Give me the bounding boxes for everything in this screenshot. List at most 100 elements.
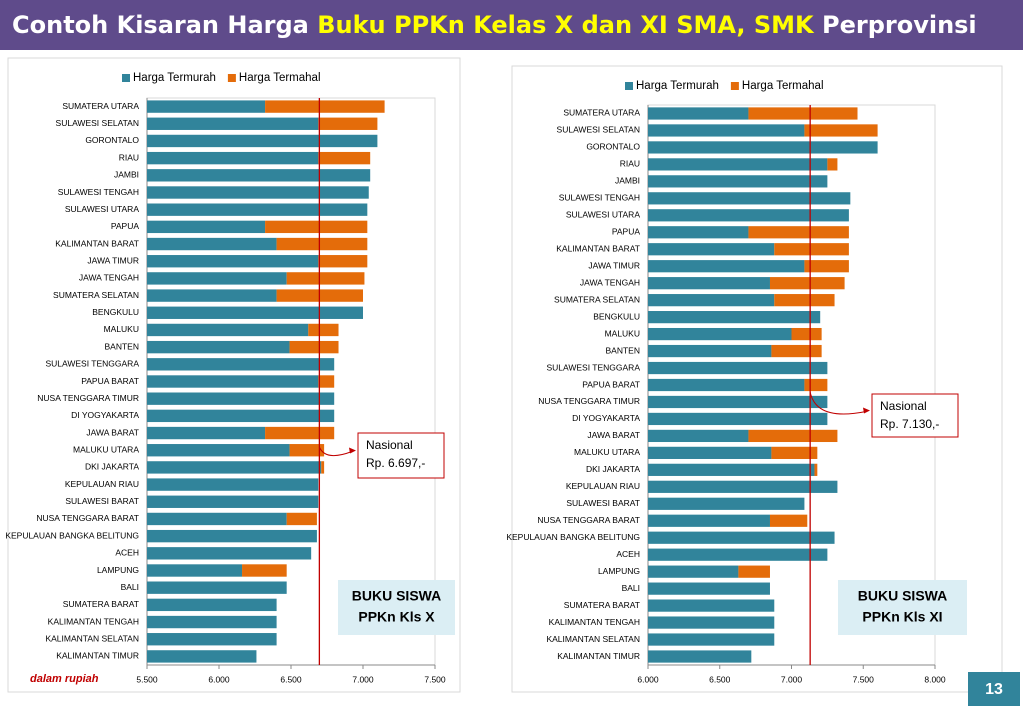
category-label: KALIMANTAN TIMUR (557, 651, 640, 661)
category-label: ACEH (115, 548, 139, 558)
category-label: MALUKU UTARA (574, 447, 640, 457)
category-label: BENGKULU (593, 311, 640, 321)
bar (286, 272, 365, 285)
bar (648, 311, 821, 324)
category-label: NUSA TENGGARA BARAT (537, 515, 640, 525)
category-label: MALUKU (104, 324, 139, 334)
category-label: DKI JAKARTA (586, 464, 640, 474)
bar (771, 344, 822, 358)
category-label: BANTEN (606, 345, 640, 355)
bar (648, 514, 770, 527)
category-label: PAPUA BARAT (81, 376, 139, 386)
bar (769, 277, 845, 290)
annotation-box (871, 393, 959, 438)
bar (748, 107, 858, 120)
bar (147, 186, 369, 199)
bar (648, 277, 770, 290)
bar (771, 446, 818, 459)
x-tick-label: 7.000 (781, 674, 803, 684)
category-label: KALIMANTAN BARAT (55, 238, 139, 248)
category-label: PAPUA (111, 221, 140, 231)
annotation-arrow (318, 446, 353, 457)
bar (648, 243, 775, 256)
category-label: LAMPUNG (598, 566, 640, 576)
bar (147, 564, 243, 577)
legend-swatch (625, 82, 633, 90)
annotation-arrow (809, 391, 867, 415)
bar (147, 255, 319, 268)
category-label: JAMBI (615, 176, 640, 186)
category-label: KALIMANTAN BARAT (556, 243, 640, 253)
bar (147, 134, 378, 148)
category-label: DKI JAKARTA (85, 462, 139, 472)
category-label: SUMATERA BARAT (564, 600, 640, 610)
category-label: MALUKU UTARA (73, 444, 139, 454)
bar (147, 358, 335, 371)
bar (648, 565, 739, 578)
x-tick-label: 6.500 (709, 674, 731, 684)
annotation-text: Nasional (880, 399, 927, 413)
bar (318, 375, 335, 388)
legend-label: Harga Termahal (239, 72, 321, 84)
category-label: DI YOGYAKARTA (572, 413, 640, 423)
bar (147, 409, 335, 423)
bar (648, 650, 752, 663)
category-label: JAMBI (114, 170, 139, 180)
category-label: GORONTALO (85, 135, 139, 145)
bar (147, 375, 319, 388)
category-label: JAWA TIMUR (588, 260, 640, 270)
bar (648, 361, 828, 375)
book-label: PPKn Kls X (358, 609, 435, 625)
x-tick-label: 7.500 (424, 674, 446, 684)
category-label: JAWA TENGAH (79, 273, 139, 283)
bar (289, 340, 339, 354)
bar (648, 158, 828, 171)
category-label: NUSA TENGGARA TIMUR (538, 396, 640, 406)
bar (147, 151, 319, 165)
x-tick-label: 5.500 (136, 674, 158, 684)
category-label: KEPULAUAN RIAU (65, 479, 139, 489)
category-label: SUMATERA SELATAN (554, 294, 640, 304)
chart-frame (7, 57, 461, 693)
arrow-head (349, 447, 356, 454)
bar (648, 141, 878, 154)
bar (147, 169, 371, 182)
category-label: BENGKULU (92, 307, 139, 317)
category-label: KEPULAUAN RIAU (566, 481, 640, 491)
bar (648, 412, 828, 426)
bar (769, 514, 808, 527)
bar (147, 633, 277, 646)
bar (804, 378, 828, 392)
category-label: GORONTALO (586, 142, 640, 152)
bar (147, 203, 368, 216)
bar (648, 582, 770, 595)
bar (147, 529, 317, 543)
bar (774, 243, 849, 256)
category-label: SULAWESI BARAT (65, 496, 139, 506)
category-label: SULAWESI UTARA (566, 210, 640, 220)
bar (147, 323, 309, 337)
annotation-text: Rp. 6.697,- (366, 456, 425, 470)
legend-label: Harga Termurah (636, 80, 719, 92)
book-box (838, 580, 967, 635)
bar (648, 616, 775, 629)
bar (648, 294, 775, 307)
header: Contoh Kisaran Harga Buku PPKn Kelas X d… (0, 0, 1023, 50)
bar (265, 220, 368, 234)
legend-label: Harga Termahal (742, 80, 824, 92)
bar (648, 429, 749, 443)
category-label: SULAWESI SELATAN (56, 118, 139, 128)
bar (648, 531, 835, 544)
category-label: KALIMANTAN TENGAH (48, 616, 139, 626)
category-label: SUMATERA UTARA (62, 101, 139, 111)
bar (791, 327, 822, 341)
bar (147, 117, 319, 130)
bar (648, 175, 828, 188)
book-box (338, 580, 455, 635)
bar (738, 565, 770, 578)
bar (147, 650, 257, 663)
category-label: RIAU (620, 159, 640, 169)
bar (774, 294, 835, 307)
category-label: SUMATERA BARAT (63, 599, 139, 609)
category-label: KALIMANTAN SELATAN (45, 633, 139, 643)
